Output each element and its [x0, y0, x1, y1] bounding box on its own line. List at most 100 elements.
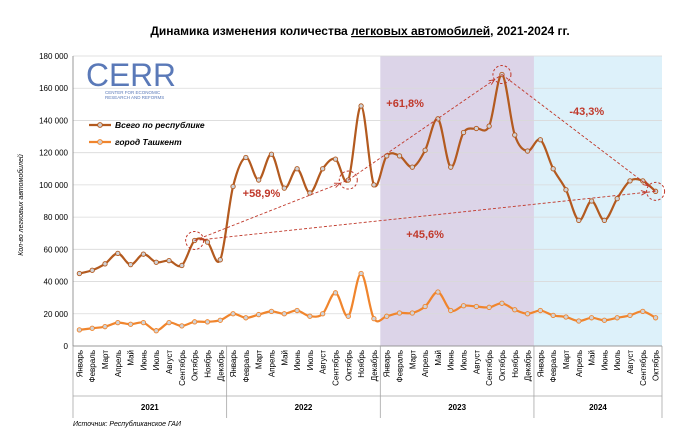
point-total [371, 182, 377, 188]
logo-subtitle-2: RESEARCH AND REFORMS [105, 95, 164, 100]
x-tick-label: Октябрь [191, 350, 200, 381]
x-tick-label: Октябрь [498, 350, 507, 381]
x-tick-label: Февраль [396, 350, 405, 383]
point-tashkent [179, 323, 185, 329]
y-axis-label: Кол-во легковых автомобилей [17, 154, 25, 256]
point-tashkent [281, 311, 287, 317]
x-tick-label: Январь [75, 350, 84, 377]
y-tick-label: 0 [64, 342, 69, 351]
x-tick-label: Август [319, 350, 328, 374]
point-total [268, 151, 275, 157]
x-tick-label: Февраль [549, 350, 558, 383]
point-tashkent [588, 315, 595, 321]
series-line-total [79, 73, 657, 275]
x-tick-label: Сентябрь [178, 350, 187, 386]
point-tashkent [499, 300, 505, 306]
point-tashkent [268, 308, 275, 315]
annotation-arrow [194, 179, 349, 241]
point-tashkent [230, 311, 236, 317]
point-total [294, 166, 300, 172]
x-tick-label: Июнь [447, 350, 456, 370]
x-tick-label: Январь [383, 350, 392, 377]
point-tashkent [652, 315, 659, 321]
x-tick-label: Декабрь [370, 350, 379, 381]
point-tashkent [332, 290, 339, 296]
point-total [89, 267, 95, 273]
point-total [166, 257, 172, 264]
x-tick-label: Февраль [88, 350, 97, 383]
point-total [473, 125, 479, 132]
highlight-ring [492, 65, 512, 85]
annotation-arrowhead [488, 78, 496, 85]
point-total [486, 123, 492, 129]
x-tick-label: Декабрь [216, 350, 225, 381]
point-total [409, 164, 415, 170]
y-tick-label: 160 000 [39, 84, 68, 93]
point-tashkent [140, 319, 147, 326]
point-total [550, 166, 556, 172]
point-total [217, 257, 223, 263]
point-total [614, 195, 620, 202]
legend-tashkent: город Ташкент [115, 137, 182, 147]
point-total [576, 217, 582, 223]
annotation-label: +58,9% [243, 188, 281, 200]
x-tick-label: Май [588, 350, 597, 366]
point-total [460, 129, 467, 136]
x-tick-label: Май [434, 350, 443, 366]
x-tick-label: Март [255, 350, 264, 369]
year-label: 2023 [448, 403, 466, 412]
annotation-label: +45,6% [406, 229, 444, 241]
point-tashkent [115, 319, 121, 326]
annotation-label: -43,3% [569, 106, 604, 118]
x-tick-label: Декабрь [524, 350, 533, 381]
point-tashkent [345, 313, 351, 319]
annotation-arrow [348, 74, 503, 181]
y-tick-label: 100 000 [39, 181, 68, 190]
point-tashkent [217, 317, 223, 323]
highlight-ring [338, 170, 358, 190]
point-tashkent [486, 304, 492, 310]
annotation-arrow [501, 74, 656, 192]
point-total [396, 153, 403, 159]
point-tashkent [127, 321, 134, 327]
y-tick-label: 40 000 [44, 278, 69, 287]
point-tashkent [243, 315, 249, 321]
y-tick-label: 80 000 [44, 213, 69, 222]
x-tick-label: Февраль [242, 350, 251, 383]
x-tick-label: Март [408, 350, 417, 369]
point-total [332, 156, 339, 162]
point-tashkent [640, 308, 646, 315]
x-tick-label: Июнь [139, 350, 148, 370]
point-tashkent [102, 324, 108, 330]
point-total [179, 262, 185, 269]
x-tick-label: Май [280, 350, 289, 366]
year-label: 2024 [589, 403, 607, 412]
point-tashkent [627, 312, 633, 319]
point-tashkent [153, 328, 159, 334]
x-tick-label: Июль [306, 350, 315, 370]
point-total [243, 154, 249, 161]
point-tashkent [460, 303, 467, 309]
year-label: 2022 [295, 403, 313, 412]
legend: Всего по республике город Ташкент [89, 120, 205, 147]
x-tick-label: Апрель [267, 350, 276, 377]
x-tick-label: Ноябрь [357, 350, 366, 378]
point-tashkent [89, 325, 95, 331]
x-tick-label: Апрель [575, 350, 584, 377]
point-total [601, 217, 608, 223]
point-total [127, 261, 134, 268]
x-tick-label: Май [127, 350, 136, 366]
point-total [115, 250, 121, 257]
point-total [588, 198, 595, 204]
source-note: Источник: Республиканское ГАИ [73, 420, 182, 428]
x-tick-label: Сентябрь [485, 350, 494, 386]
y-tick-label: 20 000 [44, 310, 69, 319]
logo-subtitle-1: CENTER FOR ECONOMIC [105, 90, 161, 95]
point-tashkent [576, 318, 582, 324]
year-label: 2021 [141, 403, 159, 412]
point-total [448, 164, 454, 170]
x-tick-label: Ноябрь [511, 350, 520, 378]
point-tashkent [537, 307, 544, 314]
point-total [230, 183, 236, 190]
point-total [102, 261, 108, 267]
